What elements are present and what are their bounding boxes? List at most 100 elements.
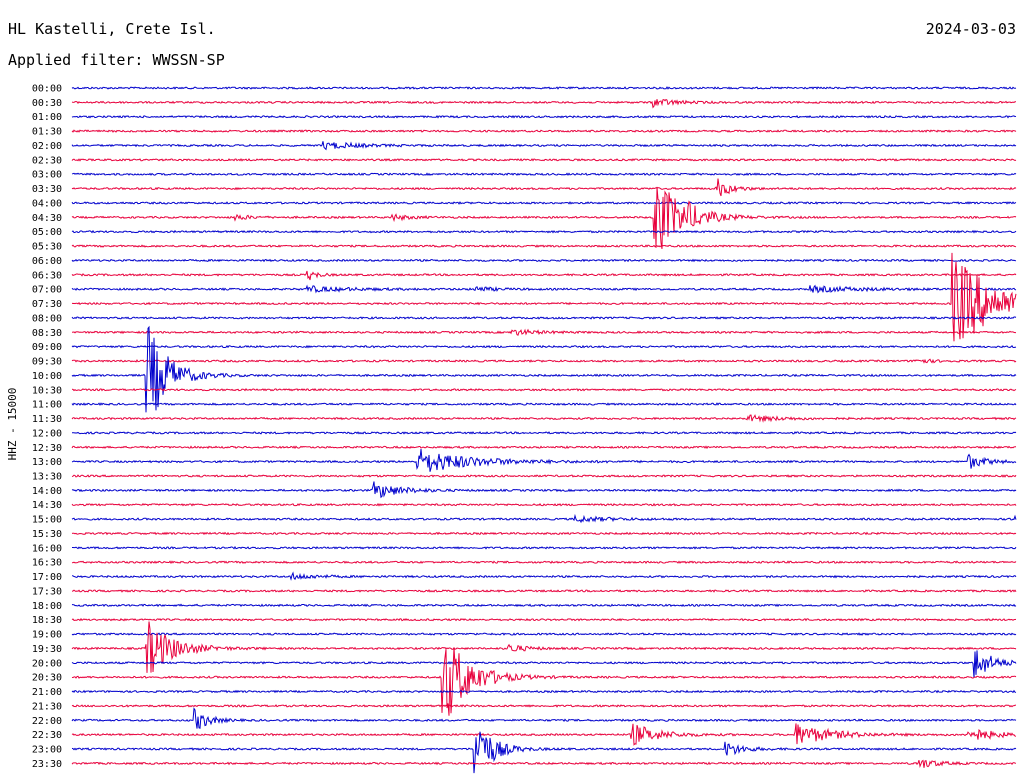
time-label: 12:30 <box>32 443 62 454</box>
trace-line <box>71 731 1017 774</box>
trace-line <box>71 402 1017 407</box>
time-label: 15:30 <box>32 529 62 540</box>
time-label: 19:00 <box>32 630 62 641</box>
time-label: 03:00 <box>32 170 62 181</box>
trace-line <box>71 560 1017 565</box>
time-label: 05:00 <box>32 227 62 238</box>
trace-line <box>71 252 1017 342</box>
time-label: 18:30 <box>32 615 62 626</box>
trace-line <box>71 201 1017 205</box>
trace-line <box>71 603 1017 608</box>
y-axis-label: HHZ - 15000 <box>6 388 19 461</box>
trace-line <box>71 98 1016 109</box>
trace-line <box>71 414 1017 423</box>
trace-line <box>71 502 1017 507</box>
filter-subtitle: Applied filter: WWSSN-SP <box>8 51 225 69</box>
trace-line <box>71 650 1017 678</box>
trace-line <box>71 178 1017 197</box>
station-title: HL Kastelli, Crete Isl. <box>8 20 216 38</box>
time-label: 19:30 <box>32 644 62 655</box>
trace-line <box>71 358 1017 364</box>
time-label: 06:30 <box>32 270 62 281</box>
trace-line <box>71 244 1017 248</box>
trace-line <box>71 328 1016 336</box>
trace-line <box>71 704 1017 708</box>
time-label: 01:00 <box>32 112 62 123</box>
trace-line <box>71 141 1017 151</box>
trace-line <box>72 431 1017 435</box>
trace-line <box>71 387 1017 392</box>
trace-line <box>71 86 1017 90</box>
trace-line <box>71 531 1017 536</box>
time-label: 02:30 <box>32 155 62 166</box>
trace-line <box>71 571 1017 581</box>
trace-line <box>71 707 1017 729</box>
time-label: 17:30 <box>32 586 62 597</box>
time-label: 00:00 <box>32 84 62 95</box>
trace-line <box>71 445 1017 450</box>
trace-line <box>71 316 1017 320</box>
time-label: 00:30 <box>32 98 62 109</box>
trace-line <box>71 632 1017 636</box>
time-label: 15:00 <box>32 515 62 526</box>
trace-line <box>71 114 1017 119</box>
trace-line <box>72 545 1017 550</box>
time-label: 07:30 <box>32 299 62 310</box>
trace-line <box>71 158 1017 162</box>
time-label: 11:00 <box>32 400 62 411</box>
time-label: 13:30 <box>32 471 62 482</box>
trace-line <box>71 284 1017 294</box>
time-label: 18:00 <box>32 601 62 612</box>
time-label: 04:30 <box>32 213 62 224</box>
time-label: 13:00 <box>32 457 62 468</box>
time-label: 03:30 <box>32 184 62 195</box>
time-label: 17:00 <box>32 572 62 583</box>
time-label: 08:00 <box>32 313 62 324</box>
trace-line <box>71 759 1017 768</box>
time-label: 09:00 <box>32 342 62 353</box>
trace-line <box>71 129 1017 133</box>
trace-line <box>71 589 1017 593</box>
time-label: 23:00 <box>32 745 62 756</box>
time-label: 07:00 <box>32 285 62 296</box>
time-label: 20:30 <box>32 673 62 684</box>
trace-line <box>71 448 1017 472</box>
time-label: 23:30 <box>32 759 62 770</box>
time-label: 16:30 <box>32 558 62 569</box>
trace-line <box>71 723 1017 746</box>
trace-line <box>71 258 1017 263</box>
time-label: 10:30 <box>32 385 62 396</box>
time-label: 05:30 <box>32 242 62 253</box>
time-label: 01:30 <box>32 127 62 138</box>
trace-line <box>71 344 1017 349</box>
trace-line <box>71 229 1017 234</box>
trace-line <box>71 172 1017 177</box>
time-label: 16:00 <box>32 543 62 554</box>
time-label: 14:30 <box>32 500 62 511</box>
trace-line <box>71 270 1017 281</box>
time-label: 09:30 <box>32 357 62 368</box>
time-label: 06:00 <box>32 256 62 267</box>
trace-line <box>71 689 1017 694</box>
time-label: 22:00 <box>32 716 62 727</box>
trace-line <box>71 186 1017 249</box>
time-label: 12:00 <box>32 428 62 439</box>
time-label: 11:30 <box>32 414 62 425</box>
time-label: 08:30 <box>32 328 62 339</box>
date-label: 2024-03-03 <box>925 20 1016 38</box>
time-label: 20:00 <box>32 658 62 669</box>
time-label: 14:00 <box>32 486 62 497</box>
trace-line <box>71 325 1017 413</box>
trace-line <box>71 647 1017 716</box>
trace-line <box>71 617 1017 622</box>
trace-line <box>71 481 1017 499</box>
time-label: 22:30 <box>32 730 62 741</box>
trace-line <box>71 513 1017 524</box>
time-label: 21:00 <box>32 687 62 698</box>
time-label: 04:00 <box>32 198 62 209</box>
time-label: 21:30 <box>32 701 62 712</box>
time-label: 02:00 <box>32 141 62 152</box>
trace-line <box>71 474 1017 478</box>
time-label: 10:00 <box>32 371 62 382</box>
